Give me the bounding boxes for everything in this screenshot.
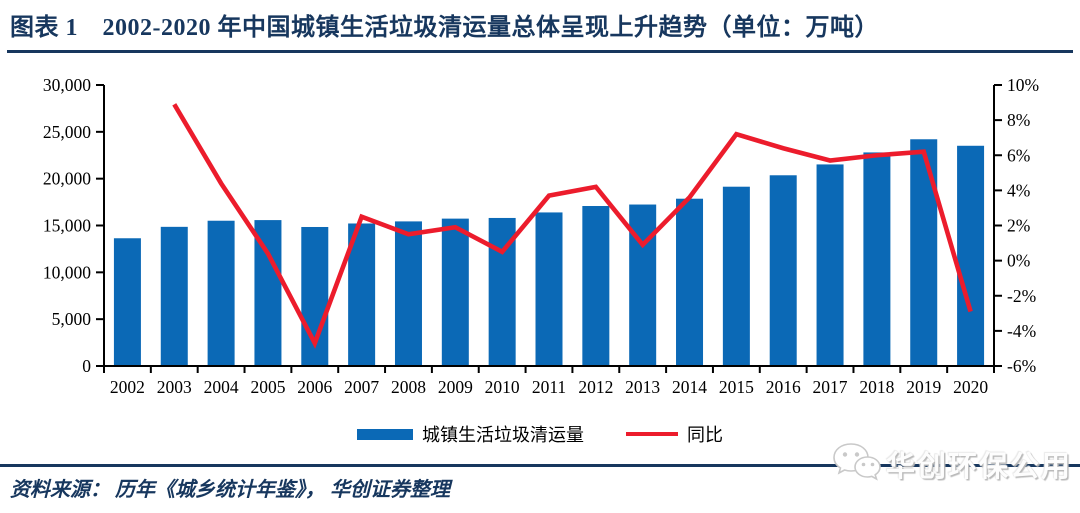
x-label-2014: 2014 (672, 377, 707, 397)
x-label-2019: 2019 (906, 377, 941, 397)
left-tick-label: 20,000 (43, 169, 91, 189)
watermark-label: 华创环保公用 (885, 449, 1072, 483)
right-tick-label: -6% (1007, 356, 1036, 376)
bar-2009 (441, 218, 469, 366)
line-series-label: 同比 (687, 425, 723, 445)
wechat-icon (830, 439, 882, 490)
bar-2011 (535, 212, 563, 366)
bar-2004 (207, 220, 235, 366)
bar-series-label: 城镇生活垃圾清运量 (422, 425, 584, 445)
right-tick-label: -4% (1007, 321, 1036, 341)
left-tick-label: 30,000 (43, 75, 91, 95)
yoy-line (172, 103, 973, 349)
left-tick-label: 0 (82, 356, 91, 376)
x-label-2017: 2017 (813, 377, 848, 397)
right-tick-label: 8% (1007, 110, 1030, 130)
brand-watermark: 华创环保公用 (830, 436, 1072, 492)
x-label-2011: 2011 (532, 377, 566, 397)
x-label-2002: 2002 (110, 377, 145, 397)
x-label-2006: 2006 (297, 377, 332, 397)
right-tick-label: 4% (1007, 180, 1030, 200)
x-label-2015: 2015 (719, 377, 754, 397)
x-label-2018: 2018 (859, 377, 894, 397)
page-title: 图表 1 2002-2020 年中国城镇生活垃圾清运量总体呈现上升趋势（单位：万… (10, 15, 879, 41)
x-label-2007: 2007 (344, 377, 379, 397)
bar-2015 (722, 186, 750, 366)
footer-divider (0, 464, 1080, 467)
combo-chart: 0 5,000 10,000 15,000 20,000 25,000 30,000 -6% -… (0, 56, 1080, 411)
x-label-2013: 2013 (625, 377, 660, 397)
right-tick-label: -2% (1007, 286, 1036, 306)
bar-2019 (910, 139, 938, 366)
left-tick-label: 25,000 (43, 122, 91, 142)
bar-2013 (629, 204, 657, 366)
bar-series-swatch (357, 428, 413, 440)
bar-2016 (769, 175, 797, 366)
left-tick-label: 15,000 (43, 216, 91, 236)
bar-2008 (394, 221, 422, 366)
right-tick-label: 2% (1007, 216, 1030, 236)
bar-2003 (160, 226, 188, 366)
bar-2002 (113, 238, 141, 366)
left-tick-label: 10,000 (43, 262, 91, 282)
bar-2018 (863, 152, 891, 366)
chart-legend: 城镇生活垃圾清运量 同比 (0, 421, 1080, 447)
left-tick-label: 5,000 (52, 309, 92, 329)
bar-2005 (254, 220, 282, 366)
x-label-2008: 2008 (391, 377, 426, 397)
bar-2017 (816, 164, 844, 366)
x-label-2005: 2005 (250, 377, 285, 397)
right-tick-label: 0% (1007, 251, 1030, 271)
x-label-2004: 2004 (204, 377, 239, 397)
source-note: 资料来源： 历年《城乡统计年鉴》， 华创证券整理 (10, 479, 450, 501)
line-series-swatch (626, 431, 678, 437)
x-label-2016: 2016 (766, 377, 801, 397)
bar-2012 (582, 206, 610, 366)
bar-2014 (676, 198, 704, 366)
chart-canvas: 0 5,000 10,000 15,000 20,000 25,000 30,000 -6% -… (43, 75, 1039, 397)
x-label-2003: 2003 (157, 377, 192, 397)
x-label-2012: 2012 (578, 377, 613, 397)
x-label-2009: 2009 (438, 377, 473, 397)
x-label-2020: 2020 (953, 377, 988, 397)
title-divider (7, 50, 1073, 53)
legend-item-line: 同比 (626, 421, 723, 447)
right-tick-label: 10% (1007, 75, 1039, 95)
right-tick-label: 6% (1007, 145, 1030, 165)
x-label-2010: 2010 (485, 377, 520, 397)
bar-2020 (957, 145, 985, 366)
legend-item-bar: 城镇生活垃圾清运量 (357, 421, 584, 447)
